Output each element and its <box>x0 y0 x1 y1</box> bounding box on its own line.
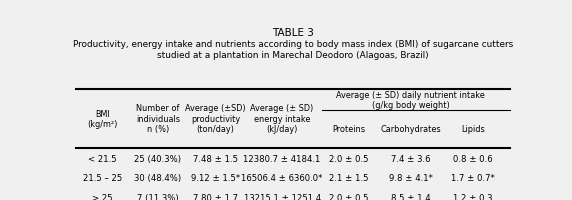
Text: TABLE 3: TABLE 3 <box>272 28 314 38</box>
Text: 12380.7 ± 4184.1: 12380.7 ± 4184.1 <box>243 154 321 163</box>
Text: 13215.1 ± 1251.4: 13215.1 ± 1251.4 <box>244 193 321 200</box>
Text: Lipids: Lipids <box>461 125 484 134</box>
Text: 16506.4 ± 6360.0*: 16506.4 ± 6360.0* <box>241 174 323 182</box>
Text: 2.1 ± 1.5: 2.1 ± 1.5 <box>329 174 368 182</box>
Text: Number of
individuals
n (%): Number of individuals n (%) <box>136 104 180 134</box>
Text: 0.8 ± 0.6: 0.8 ± 0.6 <box>453 154 492 163</box>
Text: 8.5 ± 1.4: 8.5 ± 1.4 <box>391 193 431 200</box>
Text: 25 (40.3%): 25 (40.3%) <box>134 154 181 163</box>
Text: 1.7 ± 0.7*: 1.7 ± 0.7* <box>451 174 495 182</box>
Text: Average (±SD)
productivity
(ton/day): Average (±SD) productivity (ton/day) <box>185 104 246 134</box>
Text: 1.2 ± 0.3: 1.2 ± 0.3 <box>453 193 492 200</box>
Text: < 21.5: < 21.5 <box>88 154 117 163</box>
Text: BMI
(kg/m²): BMI (kg/m²) <box>88 109 118 128</box>
Text: Productivity, energy intake and nutrients according to body mass index (BMI) of : Productivity, energy intake and nutrient… <box>73 40 513 59</box>
Text: Proteins: Proteins <box>332 125 365 134</box>
Text: 7 (11.3%): 7 (11.3%) <box>137 193 179 200</box>
Text: 30 (48.4%): 30 (48.4%) <box>134 174 181 182</box>
Text: Carbohydrates: Carbohydrates <box>380 125 441 134</box>
Text: 9.8 ± 4.1*: 9.8 ± 4.1* <box>389 174 432 182</box>
Text: 9.12 ± 1.5*: 9.12 ± 1.5* <box>191 174 240 182</box>
Text: 7.4 ± 3.6: 7.4 ± 3.6 <box>391 154 430 163</box>
Text: 7.80 ± 1.7: 7.80 ± 1.7 <box>193 193 238 200</box>
Text: Average (± SD) daily nutrient intake
(g/kg body weight): Average (± SD) daily nutrient intake (g/… <box>336 90 485 109</box>
Text: > 25: > 25 <box>92 193 113 200</box>
Text: 21.5 – 25: 21.5 – 25 <box>83 174 122 182</box>
Text: 2.0 ± 0.5: 2.0 ± 0.5 <box>329 154 368 163</box>
Text: Average (± SD)
energy intake
(kJ/day): Average (± SD) energy intake (kJ/day) <box>251 104 313 134</box>
Text: 2.0 ± 0.5: 2.0 ± 0.5 <box>329 193 368 200</box>
Text: 7.48 ± 1.5: 7.48 ± 1.5 <box>193 154 238 163</box>
